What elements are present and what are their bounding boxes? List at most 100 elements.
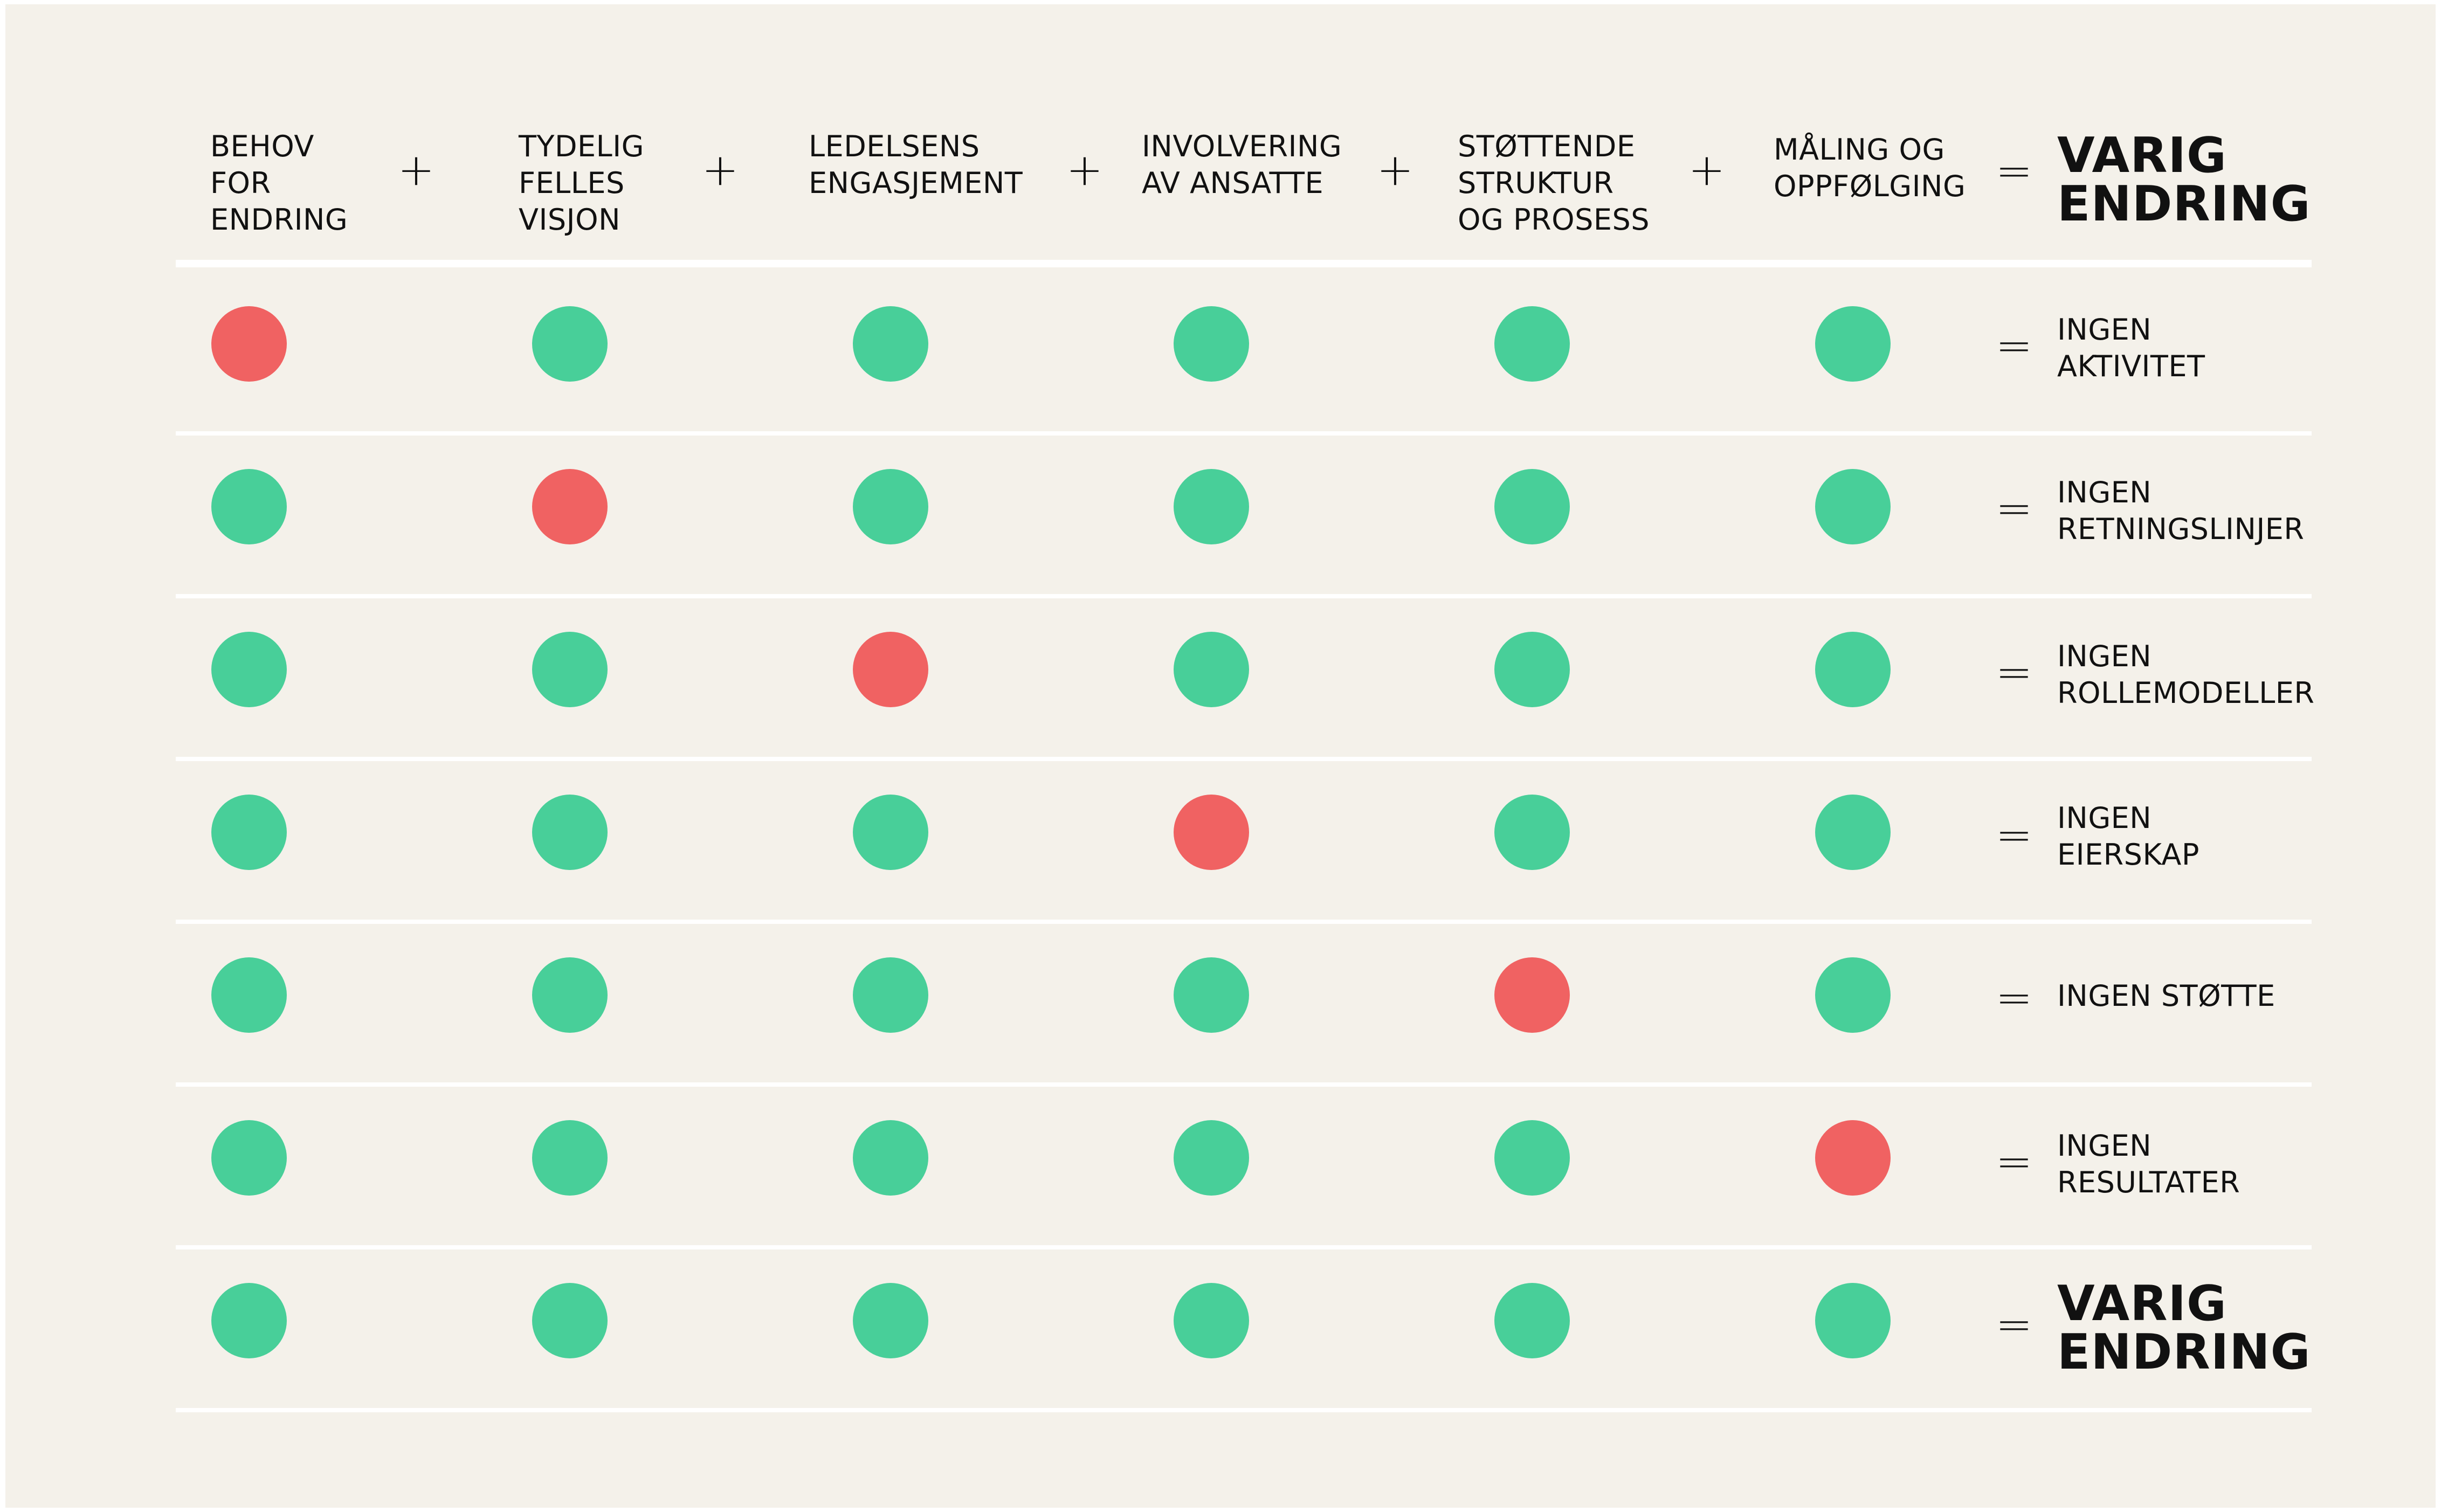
present-indicator-dot	[532, 1283, 608, 1358]
header-line: STØTTENDE	[1458, 129, 1636, 163]
header-line: STRUKTUR	[1458, 166, 1614, 200]
present-indicator-dot	[1174, 1120, 1249, 1196]
header-line: FELLES	[519, 166, 625, 200]
present-indicator-dot	[1815, 957, 1891, 1033]
missing-indicator-dot	[1494, 957, 1570, 1033]
row-divider	[176, 1408, 2312, 1412]
missing-indicator-dot	[1815, 1120, 1891, 1196]
plus-operator: +	[1376, 144, 1414, 196]
header-line: FOR	[210, 166, 271, 200]
present-indicator-dot	[1494, 469, 1570, 544]
row-result: INGEN ROLLEMODELLER	[2057, 638, 2314, 712]
present-indicator-dot	[211, 469, 287, 544]
equals-operator: =	[1995, 810, 2033, 861]
missing-indicator-dot	[211, 306, 287, 382]
row-result-line: INGEN STØTTE	[2057, 979, 2275, 1013]
present-indicator-dot	[1815, 469, 1891, 544]
header-result-line: ENDRING	[2057, 176, 2311, 232]
missing-indicator-dot	[853, 632, 928, 707]
row-divider	[176, 920, 2312, 924]
present-indicator-dot	[1815, 795, 1891, 870]
present-indicator-dot	[853, 306, 928, 382]
header-line: OPPFØLGING	[1774, 169, 1966, 203]
header-result-line: VARIG	[2057, 127, 2227, 184]
row-divider	[176, 1082, 2312, 1087]
present-indicator-dot	[1494, 306, 1570, 382]
present-indicator-dot	[532, 957, 608, 1033]
present-indicator-dot	[853, 957, 928, 1033]
header-line: AV ANSATTE	[1142, 166, 1324, 200]
present-indicator-dot	[1815, 306, 1891, 382]
present-indicator-dot	[853, 795, 928, 870]
present-indicator-dot	[211, 957, 287, 1033]
header-line: BEHOV	[210, 129, 314, 163]
present-indicator-dot	[1494, 1283, 1570, 1358]
header-line: TYDELIG	[519, 129, 645, 163]
row-result-line: RETNINGSLINJER	[2057, 512, 2305, 546]
column-header-involvering: INVOLVERING AV ANSATTE	[1142, 128, 1342, 202]
equals-operator: =	[1995, 1136, 2033, 1187]
present-indicator-dot	[1174, 957, 1249, 1033]
present-indicator-dot	[211, 795, 287, 870]
header-line: ENDRING	[210, 203, 348, 237]
row-result-line: RESULTATER	[2057, 1165, 2240, 1199]
row-divider	[176, 594, 2312, 598]
header-line: MÅLING OG	[1774, 133, 1945, 167]
header-line: ENGASJEMENT	[809, 166, 1023, 200]
plus-operator: +	[397, 144, 435, 196]
equals-operator: =	[1995, 146, 2033, 197]
row-result-line: EIERSKAP	[2057, 838, 2199, 872]
present-indicator-dot	[1174, 469, 1249, 544]
row-divider	[176, 1245, 2312, 1249]
present-indicator-dot	[1174, 1283, 1249, 1358]
column-header-struktur: STØTTENDE STRUKTUR OG PROSESS	[1458, 128, 1650, 238]
row-divider	[176, 757, 2312, 761]
present-indicator-dot	[853, 1283, 928, 1358]
column-header-behov: BEHOV FOR ENDRING	[210, 128, 348, 238]
row-result: INGEN AKTIVITET	[2057, 312, 2205, 385]
present-indicator-dot	[211, 1120, 287, 1196]
header-line: INVOLVERING	[1142, 129, 1342, 163]
row-result-line: VARIG	[2057, 1275, 2227, 1332]
present-indicator-dot	[532, 632, 608, 707]
present-indicator-dot	[853, 469, 928, 544]
header-line: OG PROSESS	[1458, 203, 1650, 237]
present-indicator-dot	[1494, 795, 1570, 870]
row-result: INGEN EIERSKAP	[2057, 800, 2199, 873]
present-indicator-dot	[1174, 632, 1249, 707]
row-result-line: INGEN	[2057, 1129, 2152, 1163]
present-indicator-dot	[1815, 632, 1891, 707]
header-line: LEDELSENS	[809, 129, 980, 163]
row-divider	[176, 431, 2312, 436]
row-result-line: ROLLEMODELLER	[2057, 676, 2315, 710]
present-indicator-dot	[1174, 306, 1249, 382]
present-indicator-dot	[853, 1120, 928, 1196]
missing-indicator-dot	[532, 469, 608, 544]
equals-operator: =	[1995, 483, 2033, 534]
row-result-line: INGEN	[2057, 313, 2152, 347]
present-indicator-dot	[211, 1283, 287, 1358]
change-diagram: BEHOV FOR ENDRING + TYDELIG FELLES VISJO…	[5, 4, 2436, 1508]
equals-operator: =	[1995, 1299, 2033, 1350]
row-result-line: INGEN	[2057, 639, 2152, 673]
column-header-ledelse: LEDELSENS ENGASJEMENT	[809, 128, 1023, 202]
plus-operator: +	[701, 144, 739, 196]
row-result-line: AKTIVITET	[2057, 349, 2205, 383]
present-indicator-dot	[532, 306, 608, 382]
present-indicator-dot	[1494, 632, 1570, 707]
present-indicator-dot	[532, 1120, 608, 1196]
present-indicator-dot	[211, 632, 287, 707]
plus-operator: +	[1066, 144, 1104, 196]
equals-operator: =	[1995, 320, 2033, 371]
row-result-varig-endring: VARIG ENDRING	[2057, 1280, 2311, 1377]
row-result-line: INGEN	[2057, 475, 2152, 509]
equals-operator: =	[1995, 972, 2033, 1024]
row-result: INGEN STØTTE	[2057, 978, 2275, 1014]
row-result-line: INGEN	[2057, 801, 2152, 835]
present-indicator-dot	[1494, 1120, 1570, 1196]
row-result-line: ENDRING	[2057, 1324, 2311, 1380]
column-header-maling: MÅLING OG OPPFØLGING	[1774, 132, 1966, 205]
plus-operator: +	[1688, 144, 1726, 196]
missing-indicator-dot	[1174, 795, 1249, 870]
present-indicator-dot	[1815, 1283, 1891, 1358]
